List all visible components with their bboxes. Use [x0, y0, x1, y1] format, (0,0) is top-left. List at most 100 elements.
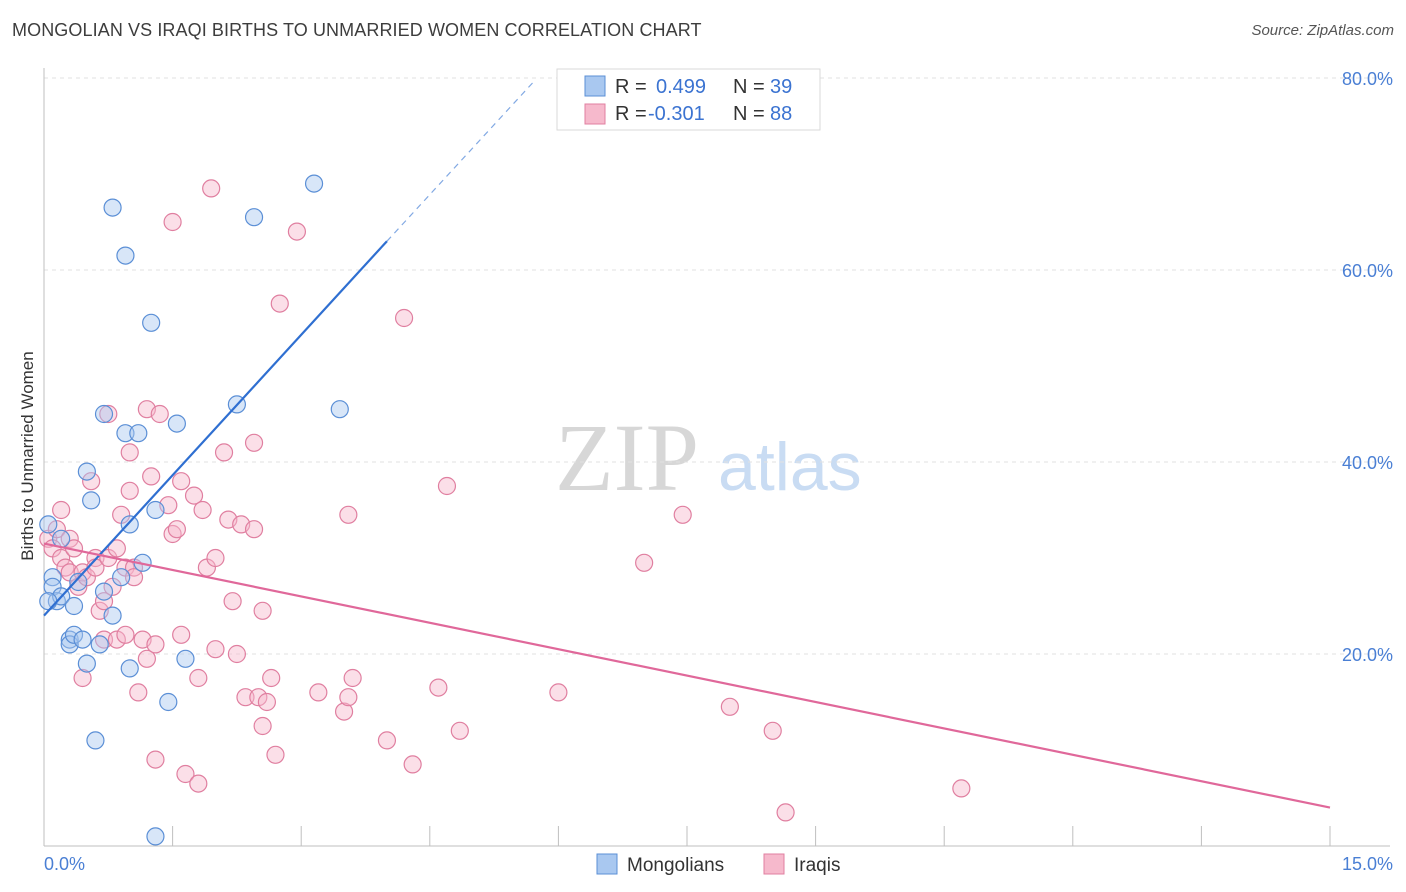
iraqis-point: [450, 721, 469, 740]
mongolians-point: [120, 515, 139, 534]
iraqis-point: [343, 668, 362, 688]
iraqis-point: [334, 702, 354, 721]
iraqis-point: [253, 716, 272, 736]
iraqis-point: [339, 688, 358, 707]
iraqis-point: [776, 803, 795, 822]
iraqis-swatch: [584, 103, 606, 125]
mongolians-point: [142, 313, 161, 332]
watermark-atlas: atlas: [718, 429, 862, 505]
iraqis-point: [172, 472, 191, 491]
mongolians-point: [64, 596, 84, 616]
trend-lines: [43, 82, 1331, 809]
iraqis-point: [94, 592, 114, 611]
iraqis-point: [244, 520, 264, 539]
iraqis-point: [150, 404, 169, 424]
iraqis-point: [214, 443, 234, 462]
iraqis-point: [394, 308, 414, 328]
mongolians-point: [90, 635, 109, 654]
iraqis-point: [73, 668, 92, 688]
iraqis-point: [137, 649, 156, 668]
iraqis-point: [163, 212, 182, 232]
iraqis-point: [52, 548, 71, 568]
iraqis-point: [429, 678, 448, 697]
legend-n-label-2: N =: [733, 103, 765, 125]
iraqis-point: [206, 640, 225, 659]
watermark-zip: ZIP: [555, 404, 699, 511]
mongolians-point: [103, 198, 122, 217]
iraqis-point: [549, 683, 568, 702]
iraqis-point: [270, 294, 289, 313]
iraqis-point: [184, 486, 204, 505]
mongolians-trend-line: [43, 240, 388, 617]
mongolians-point: [112, 568, 131, 587]
iraqis-point: [47, 520, 66, 539]
y-tick-label: 20.0%: [1342, 645, 1393, 665]
legend-r-value-2: -0.301: [648, 103, 705, 125]
y-tick-labels: 20.0% 40.0% 60.0% 80.0%: [1342, 69, 1393, 665]
mongolians-point: [167, 414, 186, 433]
mongolians-point: [120, 659, 139, 678]
iraqis-point: [107, 539, 126, 558]
iraqis-point: [377, 731, 397, 750]
mongolians-point: [244, 208, 264, 227]
iraqis-point: [107, 630, 126, 649]
mongolians-point: [73, 630, 92, 649]
mongolians-point: [330, 400, 349, 419]
y-tick-label: 80.0%: [1342, 69, 1393, 89]
iraqis-point: [253, 601, 272, 620]
iraqis-point: [120, 443, 139, 462]
chart-title: MONGOLIAN VS IRAQI BIRTHS TO UNMARRIED W…: [12, 20, 702, 40]
grid: [44, 77, 1390, 655]
iraqis-point: [720, 697, 739, 716]
iraqis-point: [202, 179, 221, 198]
iraqis-point: [763, 721, 782, 740]
iraqis-point: [129, 683, 148, 702]
iraqis-point: [257, 692, 277, 712]
iraqis-point: [146, 635, 165, 654]
iraqis-point: [309, 683, 328, 702]
mongolians-point: [43, 568, 62, 587]
iraqis-point: [120, 481, 139, 500]
mongolians-point: [146, 827, 165, 846]
mongolians-point: [86, 731, 105, 750]
legend-n-label-1: N =: [733, 76, 765, 98]
legend-mongolians-swatch: [596, 853, 618, 875]
iraqis-point: [244, 433, 264, 452]
mongolians-point: [39, 515, 58, 534]
iraqis-point: [403, 755, 422, 774]
mongolians-trend-extension: [386, 82, 534, 242]
iraqis-point: [116, 625, 135, 644]
legend-iraqis-label: Iraqis: [794, 855, 840, 876]
legend-r-label-2: R =: [615, 103, 647, 125]
iraqis-point: [262, 668, 281, 688]
iraqis-point: [673, 505, 692, 524]
iraqis-point: [172, 625, 191, 644]
iraqis-point: [146, 750, 165, 769]
legend-mongolians-label: Mongolians: [627, 855, 724, 876]
mongolians-point: [94, 582, 114, 601]
iraqis-point: [266, 745, 285, 764]
iraqis-point: [124, 568, 144, 587]
mongolians-point: [176, 649, 195, 668]
iraqis-point: [52, 500, 71, 520]
iraqis-point: [176, 764, 195, 784]
mongolians-point: [129, 424, 148, 443]
axes: [43, 68, 1390, 847]
legend-r-value-1: 0.499: [656, 76, 706, 98]
legend-n-value-2: 88: [770, 103, 792, 125]
x-tick-label-min: 0.0%: [44, 854, 85, 874]
legend-r-label-1: R =: [615, 76, 647, 98]
x-tick-marks: [172, 826, 1331, 846]
y-tick-label: 60.0%: [1342, 261, 1393, 281]
watermark: ZIP atlas: [555, 404, 862, 511]
mongolians-point: [39, 592, 58, 611]
iraqis-point: [99, 404, 118, 424]
stats-legend: R = 0.499 N = 39 R = -0.301 N = 88: [556, 68, 821, 131]
iraqis-point: [437, 476, 457, 496]
iraqis-point: [227, 644, 246, 664]
iraqis-point: [223, 592, 242, 611]
iraqis-point: [189, 774, 208, 793]
iraqis-point: [206, 548, 225, 568]
mongolians-point: [69, 572, 88, 592]
x-tick-label-max: 15.0%: [1342, 854, 1393, 874]
